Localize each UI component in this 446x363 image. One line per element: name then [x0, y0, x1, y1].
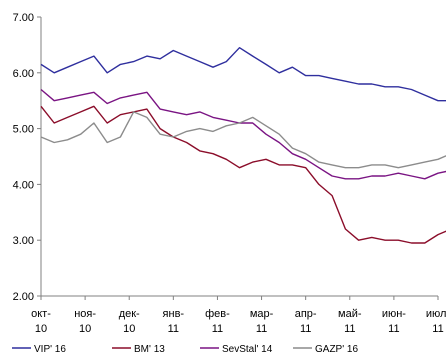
- y-tick-label: 2.00: [13, 291, 34, 303]
- x-tick-label-month: мар-: [250, 308, 274, 320]
- x-tick-label-year: 11: [432, 323, 443, 335]
- x-tick-label-month: апр-: [295, 308, 317, 320]
- x-tick-label-month: июл-: [426, 308, 446, 320]
- x-tick-label-year: 11: [300, 323, 311, 335]
- legend-label: SevStal' 14: [222, 344, 273, 355]
- x-tick-label-month: июн-: [382, 308, 406, 320]
- legend-label: BM' 13: [134, 344, 165, 355]
- x-tick-label-month: май-: [338, 308, 362, 320]
- series-lines: [40, 47, 446, 244]
- x-tick-label-year: 10: [123, 323, 135, 335]
- legend-label: VIP' 16: [34, 344, 66, 355]
- series-line-2: [40, 88, 446, 180]
- x-tick-label-year: 11: [212, 323, 223, 335]
- x-tick-label-year: 11: [344, 323, 355, 335]
- y-tick-label: 7.00: [13, 12, 34, 24]
- x-tick-label-month: янв-: [163, 308, 185, 320]
- x-tick-label-month: фев-: [205, 308, 230, 320]
- y-tick-label: 3.00: [13, 235, 34, 247]
- x-tick-label-year: 11: [388, 323, 399, 335]
- legend-label: GAZP' 16: [315, 344, 358, 355]
- x-tick-label-year: 11: [256, 323, 267, 335]
- y-tick-label: 5.00: [13, 124, 34, 136]
- axes: [40, 17, 438, 297]
- x-tick-label-year: 10: [79, 323, 91, 335]
- legend: VIP' 16 BM' 13 SevStal' 14 GAZP' 16: [12, 344, 358, 355]
- x-tick-label-month: дек-: [119, 308, 140, 320]
- x-tick-label-year: 10: [35, 323, 47, 335]
- series-line-1: [40, 105, 446, 244]
- x-tick-label-month: окт-: [31, 308, 51, 320]
- y-tick-label: 6.00: [13, 68, 34, 80]
- x-axis-ticks: окт- 10 ноя- 10 дек- 10 янв- 11 фев- 11 мар- 11 апр-…: [31, 296, 446, 335]
- x-tick-label-month: ноя-: [74, 308, 96, 320]
- x-tick-label-year: 11: [168, 323, 179, 335]
- series-line-0: [40, 47, 446, 102]
- y-axis-ticks: 2.00 3.00 4.00 5.00 6.00 7.00: [13, 12, 41, 303]
- y-tick-label: 4.00: [13, 179, 34, 191]
- series-line-3: [40, 111, 446, 169]
